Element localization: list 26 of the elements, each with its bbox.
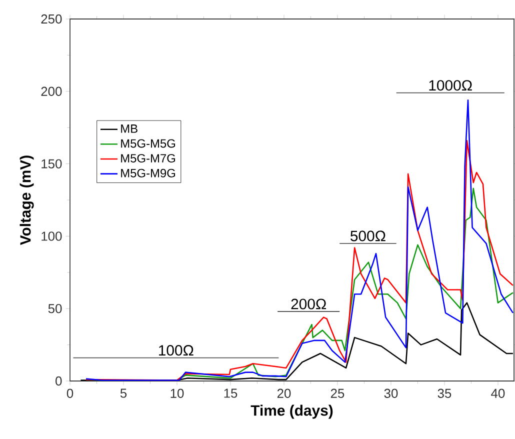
annotation: 500Ω: [350, 230, 386, 242]
x-tick-label: 15: [224, 388, 238, 398]
legend-label: M5G-M7G: [121, 154, 176, 163]
x-tick-label: 20: [277, 388, 291, 398]
y-tick-label: 250: [41, 14, 62, 24]
y-tick-label: 50: [48, 304, 62, 314]
x-tick-label: 10: [170, 388, 184, 398]
y-tick-label: 200: [41, 86, 62, 96]
y-tick-label: 150: [42, 159, 62, 168]
y-tick-label: 0: [56, 376, 62, 386]
x-tick-label: 30: [384, 388, 398, 398]
annotation: 100Ω: [159, 345, 194, 356]
annotation: 200Ω: [291, 298, 326, 310]
legend-label: M5G-M9G: [121, 168, 176, 178]
x-tick-label: 0: [66, 388, 74, 398]
x-tick-label: 35: [438, 388, 452, 398]
x-tick-label: 5: [120, 388, 127, 398]
annotation: 1000Ω: [429, 80, 472, 91]
legend-label: MB: [121, 124, 138, 133]
y-tick-label: 100: [42, 232, 62, 241]
x-axis-title: Time (days): [250, 404, 333, 419]
x-tick-label: 25: [330, 388, 344, 398]
legend-label: M5G-M5G: [121, 139, 176, 148]
x-tick-label: 40: [491, 388, 505, 398]
line-series: [85, 188, 514, 381]
y-axis-title: Voltage (mV): [20, 156, 34, 245]
